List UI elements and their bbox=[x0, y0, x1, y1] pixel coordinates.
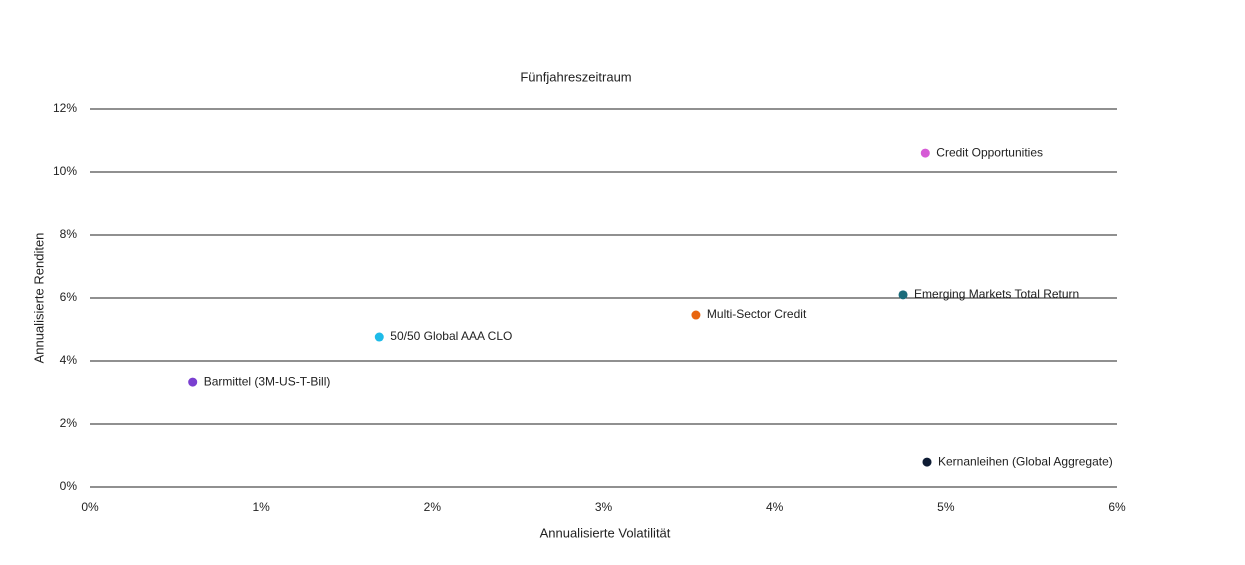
x-tick-label: 2% bbox=[424, 500, 442, 514]
x-tick-label: 6% bbox=[1108, 500, 1126, 514]
y-tick-label: 10% bbox=[53, 164, 77, 178]
y-tick-label: 8% bbox=[60, 227, 78, 241]
point-label: Multi-Sector Credit bbox=[707, 307, 807, 321]
y-tick-label: 4% bbox=[60, 353, 78, 367]
point bbox=[898, 290, 908, 300]
point bbox=[922, 457, 932, 467]
chart-title: Fünfjahreszeitraum bbox=[520, 69, 631, 84]
point-label: Emerging Markets Total Return bbox=[914, 287, 1079, 301]
y-tick-label: 2% bbox=[60, 416, 78, 430]
x-tick-label: 3% bbox=[595, 500, 613, 514]
y-axis-label: Annualisierte Renditen bbox=[31, 233, 46, 364]
y-tick-label: 12% bbox=[53, 101, 77, 115]
point bbox=[188, 377, 198, 387]
x-axis-label: Annualisierte Volatilität bbox=[540, 525, 671, 540]
point-label: Kernanleihen (Global Aggregate) bbox=[938, 454, 1113, 468]
point bbox=[691, 310, 701, 320]
point-label: Barmittel (3M-US-T-Bill) bbox=[204, 374, 331, 388]
y-tick-label: 6% bbox=[60, 290, 78, 304]
point-label: Credit Opportunities bbox=[936, 145, 1043, 159]
x-tick-label: 5% bbox=[937, 500, 955, 514]
x-tick-label: 1% bbox=[252, 500, 270, 514]
x-tick-label: 4% bbox=[766, 500, 784, 514]
point-label: 50/50 Global AAA CLO bbox=[390, 329, 512, 343]
point bbox=[920, 148, 930, 158]
y-tick-label: 0% bbox=[60, 479, 78, 493]
point bbox=[374, 332, 384, 342]
x-tick-label: 0% bbox=[81, 500, 99, 514]
